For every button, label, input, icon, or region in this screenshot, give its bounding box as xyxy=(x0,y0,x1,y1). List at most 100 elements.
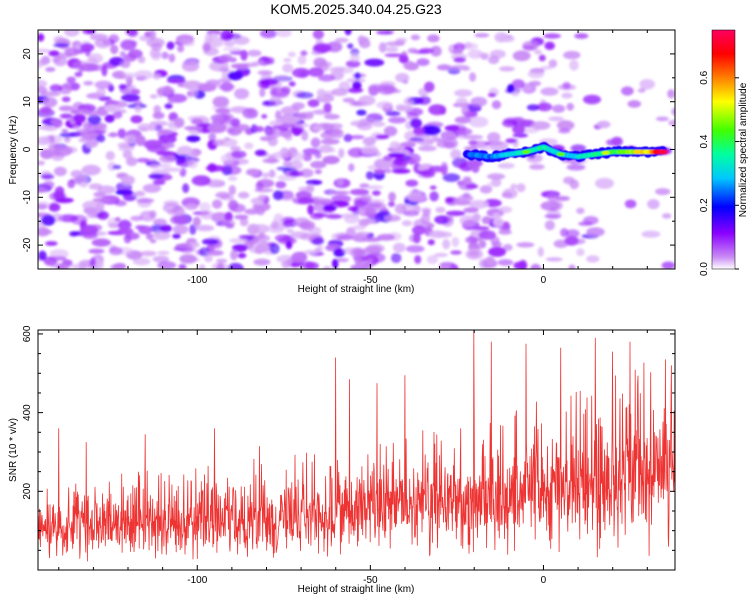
noise-speckle xyxy=(177,44,185,53)
noise-speckle xyxy=(416,58,430,66)
snr-series-line xyxy=(38,330,675,562)
spectrogram-y-axis-label: Frequency (Hz) xyxy=(8,116,19,185)
noise-speckle xyxy=(104,104,121,113)
noise-speckle xyxy=(444,125,460,132)
noise-speckle xyxy=(427,239,435,246)
noise-speckle xyxy=(405,179,419,187)
noise-speckle xyxy=(447,214,454,223)
noise-speckle xyxy=(178,38,193,44)
noise-speckle xyxy=(153,105,161,115)
noise-speckles xyxy=(38,30,675,269)
noise-speckle xyxy=(38,204,48,210)
y-tick-label: -20 xyxy=(22,237,33,252)
noise-speckle xyxy=(510,183,517,190)
noise-speckle xyxy=(512,132,529,138)
snr-frame xyxy=(37,329,676,571)
noise-speckle xyxy=(114,217,121,222)
noise-speckle xyxy=(322,266,332,269)
noise-speckle xyxy=(562,81,571,90)
noise-speckle xyxy=(377,233,395,241)
noise-speckle xyxy=(453,42,466,52)
noise-speckle xyxy=(45,241,58,246)
noise-speckle xyxy=(178,263,187,269)
noise-speckle xyxy=(383,126,398,137)
noise-speckle xyxy=(329,66,345,73)
noise-speckle xyxy=(371,121,386,127)
noise-speckle xyxy=(376,101,393,109)
noise-speckle xyxy=(80,43,95,52)
noise-speckle xyxy=(323,102,332,113)
noise-speckle xyxy=(153,218,167,226)
colorbar-gradient xyxy=(711,29,736,270)
noise-speckle xyxy=(486,181,498,188)
noise-speckle xyxy=(368,83,384,94)
noise-speckle xyxy=(313,43,332,53)
noise-speckle xyxy=(362,137,376,146)
noise-speckle xyxy=(92,197,111,203)
noise-speckle xyxy=(302,152,312,162)
noise-speckle xyxy=(188,159,198,169)
noise-speckle xyxy=(469,72,477,82)
noise-speckle xyxy=(596,120,611,129)
noise-speckle xyxy=(499,66,515,72)
noise-speckle xyxy=(126,156,138,167)
noise-speckle xyxy=(269,120,284,126)
noise-speckle xyxy=(497,162,515,169)
noise-speckle xyxy=(344,214,360,224)
noise-speckle xyxy=(512,50,531,62)
noise-speckle xyxy=(477,52,490,58)
noise-speckle xyxy=(104,114,115,123)
noise-speckle xyxy=(240,49,248,61)
noise-speckle xyxy=(384,53,404,58)
colorbar: 0.0 0.2 0.4 0.6 Normalized spectral amplitu… xyxy=(699,29,749,276)
signal-knot xyxy=(632,149,641,154)
noise-speckle xyxy=(661,261,675,269)
noise-speckle xyxy=(318,74,336,82)
noise-speckle xyxy=(49,84,63,92)
noise-speckle xyxy=(488,246,507,257)
noise-speckle xyxy=(139,210,156,222)
noise-speckle xyxy=(409,137,425,142)
noise-speckle xyxy=(117,128,127,139)
noise-speckle xyxy=(120,39,137,51)
noise-speckle xyxy=(161,51,169,60)
noise-speckle xyxy=(262,158,280,164)
noise-speckle xyxy=(376,30,393,35)
noise-speckle xyxy=(238,234,257,239)
noise-speckle xyxy=(38,160,45,166)
noise-speckle xyxy=(410,118,422,129)
noise-speckle xyxy=(301,130,309,142)
noise-speckle xyxy=(297,55,307,65)
noise-speckle xyxy=(478,145,490,151)
noise-speckle xyxy=(138,225,152,235)
noise-speckle xyxy=(502,221,511,233)
noise-speckle xyxy=(228,185,236,196)
noise-speckle xyxy=(85,137,99,149)
noise-speckle xyxy=(502,243,513,252)
noise-speckle xyxy=(552,104,566,113)
noise-speckle xyxy=(42,97,58,108)
noise-speckle xyxy=(398,55,409,64)
noise-speckle xyxy=(275,110,282,120)
noise-speckle xyxy=(512,125,526,134)
y-tick-label: 200 xyxy=(22,483,33,500)
noise-speckle xyxy=(288,81,296,87)
noise-speckle xyxy=(540,87,559,96)
noise-speckle xyxy=(38,48,51,54)
noise-speckle xyxy=(258,194,266,202)
colorbar-tick-label: 0.6 xyxy=(699,70,710,84)
noise-speckle xyxy=(407,48,418,54)
noise-speckle xyxy=(211,212,229,223)
noise-speckle xyxy=(347,43,354,49)
noise-speckle xyxy=(285,240,293,250)
noise-speckle xyxy=(174,117,185,128)
noise-speckle xyxy=(417,145,437,152)
noise-speckle xyxy=(42,180,55,189)
noise-speckle xyxy=(182,183,190,194)
noise-speckle xyxy=(544,41,555,50)
noise-speckle xyxy=(547,193,559,203)
noise-speckle xyxy=(468,140,478,146)
noise-speckle xyxy=(343,134,353,142)
noise-speckle xyxy=(511,79,525,89)
